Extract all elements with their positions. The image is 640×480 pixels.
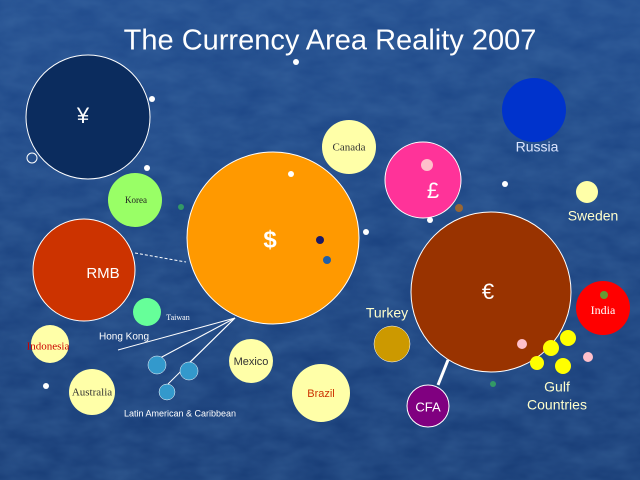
gulf-circle — [517, 339, 527, 349]
india-circle — [576, 281, 630, 335]
latam-circle — [179, 361, 199, 381]
dot — [26, 152, 38, 164]
dot — [490, 381, 496, 387]
latam-circle — [147, 355, 167, 375]
label: Gulf — [544, 379, 570, 395]
label: € — [482, 279, 494, 304]
taiwan-circle — [133, 298, 161, 326]
pound-circle — [384, 141, 462, 219]
latam-circle — [158, 383, 176, 401]
label: Australia — [72, 387, 112, 399]
connector — [167, 317, 236, 385]
label: Canada — [333, 142, 366, 154]
gulf-circle — [543, 340, 559, 356]
label: Countries — [527, 397, 587, 413]
indonesia-circle — [31, 325, 69, 363]
connector — [159, 317, 236, 359]
label: ¥ — [76, 103, 90, 128]
gulf-circle — [560, 330, 576, 346]
euro-circle — [410, 211, 572, 373]
label: RMB — [86, 265, 119, 282]
label: India — [591, 303, 616, 317]
gulf-circle — [555, 358, 571, 374]
label: Korea — [125, 195, 147, 205]
label: Indonesia — [27, 341, 70, 353]
label: Brazil — [307, 388, 335, 400]
dot — [455, 204, 463, 212]
dot — [178, 204, 184, 210]
dot — [427, 217, 433, 223]
label: Sweden — [568, 208, 619, 224]
dot — [288, 171, 294, 177]
dot — [502, 181, 508, 187]
sweden-circle — [576, 181, 598, 203]
dot — [43, 383, 49, 389]
korea-circle — [108, 173, 162, 227]
label: £ — [427, 178, 439, 203]
dot — [363, 229, 369, 235]
label: CFA — [415, 399, 441, 414]
dot — [421, 159, 433, 171]
yen-circle — [25, 54, 151, 180]
connector — [117, 317, 236, 351]
rmb-circle — [32, 218, 136, 322]
dot — [600, 291, 608, 299]
canada-circle — [322, 120, 376, 174]
turkey-circle — [373, 325, 411, 363]
australia-circle — [69, 369, 115, 415]
label: Latin American & Caribbean — [124, 408, 236, 418]
dot — [293, 59, 299, 65]
dot — [316, 236, 324, 244]
connector — [436, 359, 450, 386]
cfa-circle — [406, 384, 450, 428]
dollar-circle — [186, 151, 360, 325]
brazil-circle — [292, 364, 350, 422]
connectors — [117, 252, 450, 386]
label: $ — [263, 226, 277, 253]
labels: ¥ Canada Russia Korea £ Sweden $ RMB € T… — [27, 103, 619, 419]
title: The Currency Area Reality 2007 — [124, 25, 537, 57]
label: Turkey — [366, 305, 408, 321]
label: Taiwan — [166, 313, 189, 322]
circles — [25, 54, 630, 428]
gulf-circle — [583, 352, 593, 362]
gulf-circle — [530, 356, 544, 370]
mexico-circle — [229, 339, 273, 383]
dot — [149, 96, 155, 102]
dot — [144, 165, 150, 171]
label: Hong Kong — [99, 332, 149, 343]
dot — [323, 256, 331, 264]
russia-circle — [502, 78, 566, 142]
connector — [134, 252, 187, 263]
label: Russia — [516, 139, 559, 155]
label: Mexico — [234, 356, 269, 368]
